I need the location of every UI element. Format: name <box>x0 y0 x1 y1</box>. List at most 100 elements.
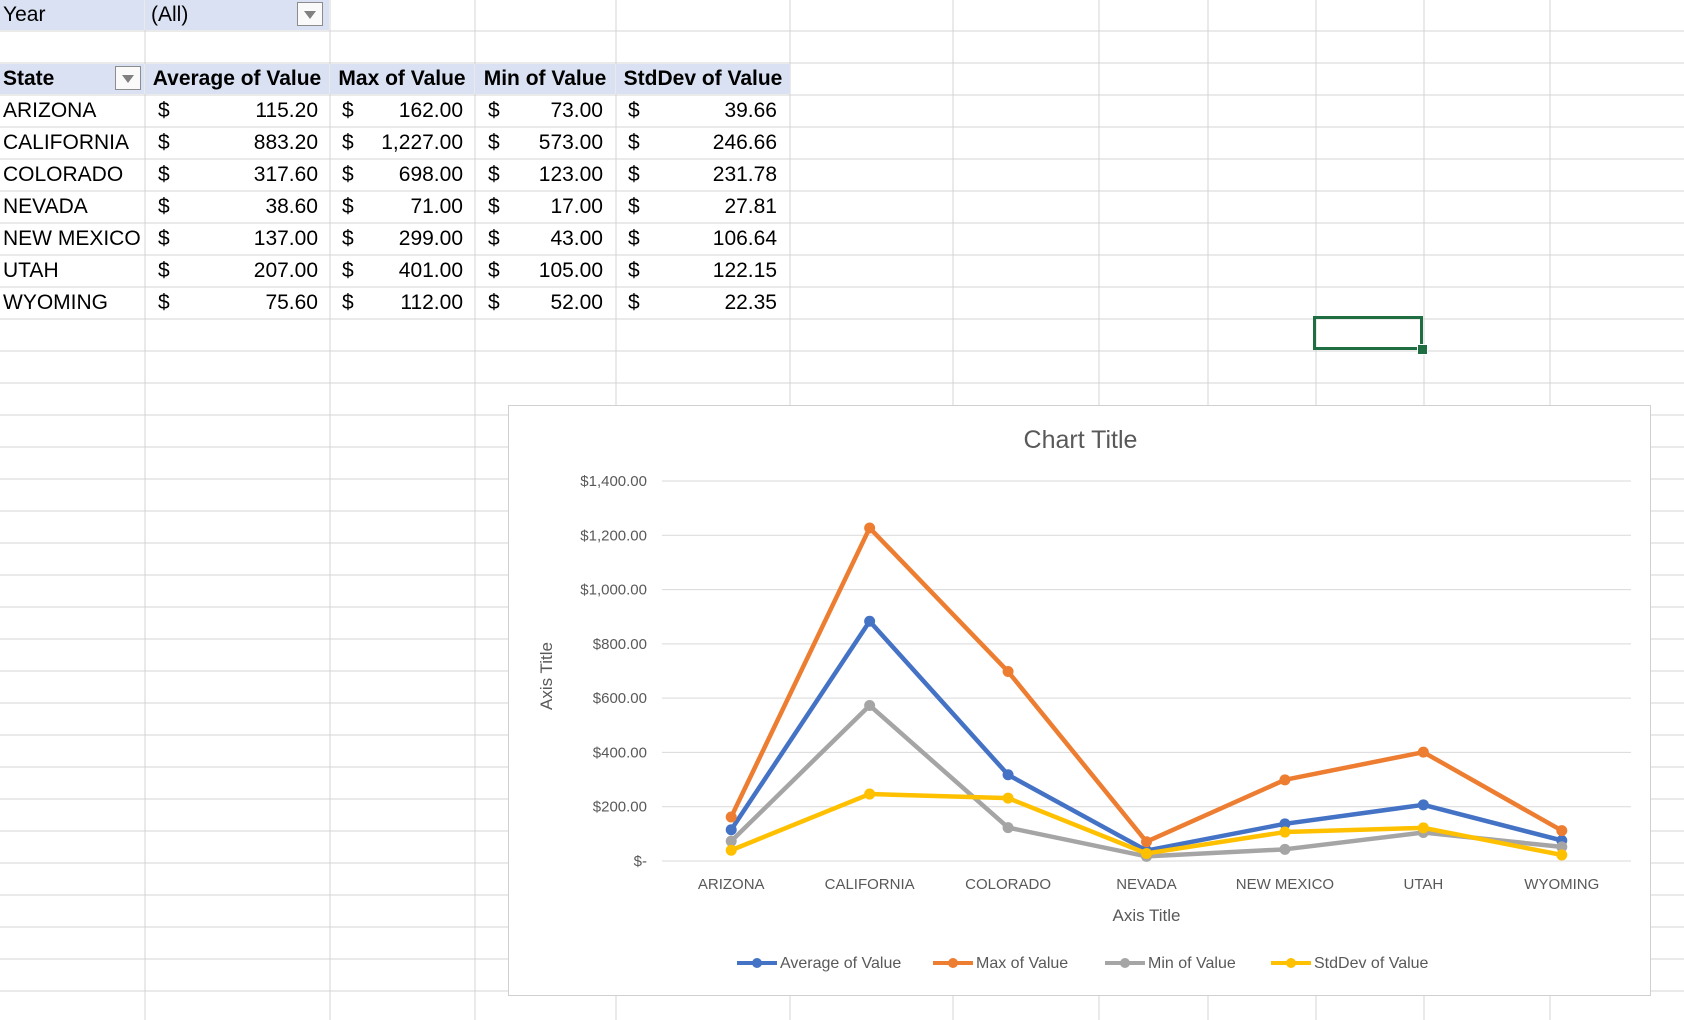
data-point <box>1279 843 1291 855</box>
legend-item: Max of Value <box>933 955 1068 972</box>
stddev-currency-symbol: $ <box>628 163 640 186</box>
data-point <box>1417 746 1429 758</box>
header-average: Average of Value <box>145 64 329 94</box>
y-tick-label: $400.00 <box>593 744 647 761</box>
x-tick-label: WYOMING <box>1524 876 1599 893</box>
table-row: CALIFORNIA $883.20 $1,227.00 $573.00 $246.66 <box>0 128 790 158</box>
legend-label: Min of Value <box>1148 955 1236 972</box>
max-currency-symbol: $ <box>342 227 354 250</box>
max-currency-symbol: $ <box>342 99 354 122</box>
data-point <box>725 824 737 836</box>
series-line-2 <box>728 525 1565 844</box>
stddev-value-cell[interactable]: 27.81 <box>724 195 777 218</box>
min-currency-symbol: $ <box>488 131 500 154</box>
state-filter-dropdown-button[interactable] <box>115 66 141 90</box>
table-row: UTAH $207.00 $401.00 $105.00 $122.15 <box>0 256 790 286</box>
data-point <box>725 835 737 847</box>
selected-cell[interactable] <box>1313 316 1423 350</box>
data-point <box>1002 792 1014 804</box>
average-currency-symbol: $ <box>158 259 170 282</box>
average-value-cell[interactable]: 38.60 <box>265 195 318 218</box>
legend-item: Average of Value <box>737 955 901 972</box>
max-value-cell[interactable]: 299.00 <box>398 227 463 250</box>
data-point <box>864 522 876 534</box>
stddev-value-cell[interactable]: 39.66 <box>724 99 777 122</box>
legend-item: StdDev of Value <box>1271 955 1429 972</box>
min-value-cell[interactable]: 17.00 <box>550 195 603 218</box>
min-value-cell[interactable]: 123.00 <box>538 163 603 186</box>
line-chart[interactable]: Chart Title $- $200.00 $400.00 $600.00 $800.0… <box>509 406 1652 997</box>
max-value-cell[interactable]: 698.00 <box>398 163 463 186</box>
y-tick-label: $200.00 <box>593 799 647 816</box>
max-currency-symbol: $ <box>342 291 354 314</box>
stddev-value-cell[interactable]: 231.78 <box>712 163 777 186</box>
stddev-currency-symbol: $ <box>628 131 640 154</box>
average-currency-symbol: $ <box>158 195 170 218</box>
data-point <box>1417 822 1429 834</box>
max-value-cell[interactable]: 401.00 <box>398 259 463 282</box>
stddev-value-cell[interactable]: 106.64 <box>712 227 777 250</box>
fill-handle[interactable] <box>1417 344 1428 355</box>
pivot-filter-row: Year (All) <box>0 0 330 30</box>
data-point <box>864 788 876 800</box>
max-currency-symbol: $ <box>342 131 354 154</box>
table-row: COLORADO $317.60 $698.00 $123.00 $231.78 <box>0 160 790 190</box>
min-currency-symbol: $ <box>488 99 500 122</box>
min-currency-symbol: $ <box>488 195 500 218</box>
min-value-cell[interactable]: 52.00 <box>550 291 603 314</box>
min-value-cell[interactable]: 573.00 <box>538 131 603 154</box>
stddev-currency-symbol: $ <box>628 291 640 314</box>
state-cell[interactable]: NEVADA <box>3 195 88 218</box>
state-cell[interactable]: CALIFORNIA <box>3 131 130 154</box>
y-tick-label: $600.00 <box>593 690 647 707</box>
min-currency-symbol: $ <box>488 163 500 186</box>
stddev-currency-symbol: $ <box>628 259 640 282</box>
legend-marker <box>752 958 762 968</box>
x-tick-label: NEVADA <box>1116 876 1177 893</box>
average-currency-symbol: $ <box>158 131 170 154</box>
filter-dropdown-button[interactable] <box>297 2 323 26</box>
stddev-value-cell[interactable]: 246.66 <box>712 131 777 154</box>
max-value-cell[interactable]: 1,227.00 <box>381 131 463 154</box>
average-value-cell[interactable]: 75.60 <box>265 291 318 314</box>
min-currency-symbol: $ <box>488 259 500 282</box>
y-axis-title: Axis Title <box>537 642 556 710</box>
average-currency-symbol: $ <box>158 163 170 186</box>
data-point <box>1002 666 1014 678</box>
state-cell[interactable]: WYOMING <box>3 291 108 314</box>
stddev-value-cell[interactable]: 22.35 <box>724 291 777 314</box>
min-value-cell[interactable]: 43.00 <box>550 227 603 250</box>
max-currency-symbol: $ <box>342 163 354 186</box>
chart-title: Chart Title <box>1024 426 1138 454</box>
min-currency-symbol: $ <box>488 291 500 314</box>
state-cell[interactable]: COLORADO <box>3 163 124 186</box>
y-tick-label: $800.00 <box>593 636 647 653</box>
min-value-cell[interactable]: 105.00 <box>538 259 603 282</box>
table-row: WYOMING $75.60 $112.00 $52.00 $22.35 <box>0 288 790 318</box>
max-value-cell[interactable]: 112.00 <box>400 291 463 314</box>
stddev-value-cell[interactable]: 122.15 <box>712 259 777 282</box>
max-value-cell[interactable]: 162.00 <box>398 99 463 122</box>
average-value-cell[interactable]: 207.00 <box>253 259 318 282</box>
data-point <box>1556 841 1568 853</box>
min-currency-symbol: $ <box>488 227 500 250</box>
legend-label: StdDev of Value <box>1314 955 1429 972</box>
state-cell[interactable]: UTAH <box>3 259 59 282</box>
min-value-cell[interactable]: 73.00 <box>550 99 603 122</box>
average-value-cell[interactable]: 883.20 <box>253 131 318 154</box>
state-cell[interactable]: ARIZONA <box>3 99 97 122</box>
table-row: NEVADA $38.60 $71.00 $17.00 $27.81 <box>0 192 790 222</box>
data-point <box>1002 769 1014 781</box>
chart-frame[interactable]: Chart Title $- $200.00 $400.00 $600.00 $800.0… <box>508 405 1651 996</box>
y-tick-label: $- <box>634 853 647 870</box>
max-value-cell[interactable]: 71.00 <box>410 195 463 218</box>
header-min: Min of Value <box>475 64 615 94</box>
average-value-cell[interactable]: 115.20 <box>255 99 318 122</box>
table-row: NEW MEXICO $137.00 $299.00 $43.00 $106.64 <box>0 224 790 254</box>
average-value-cell[interactable]: 137.00 <box>253 227 318 250</box>
x-axis-title: Axis Title <box>1112 906 1180 925</box>
state-cell[interactable]: NEW MEXICO <box>3 227 141 250</box>
average-value-cell[interactable]: 317.60 <box>253 163 318 186</box>
header-stddev: StdDev of Value <box>616 64 790 94</box>
data-point <box>1417 799 1429 811</box>
